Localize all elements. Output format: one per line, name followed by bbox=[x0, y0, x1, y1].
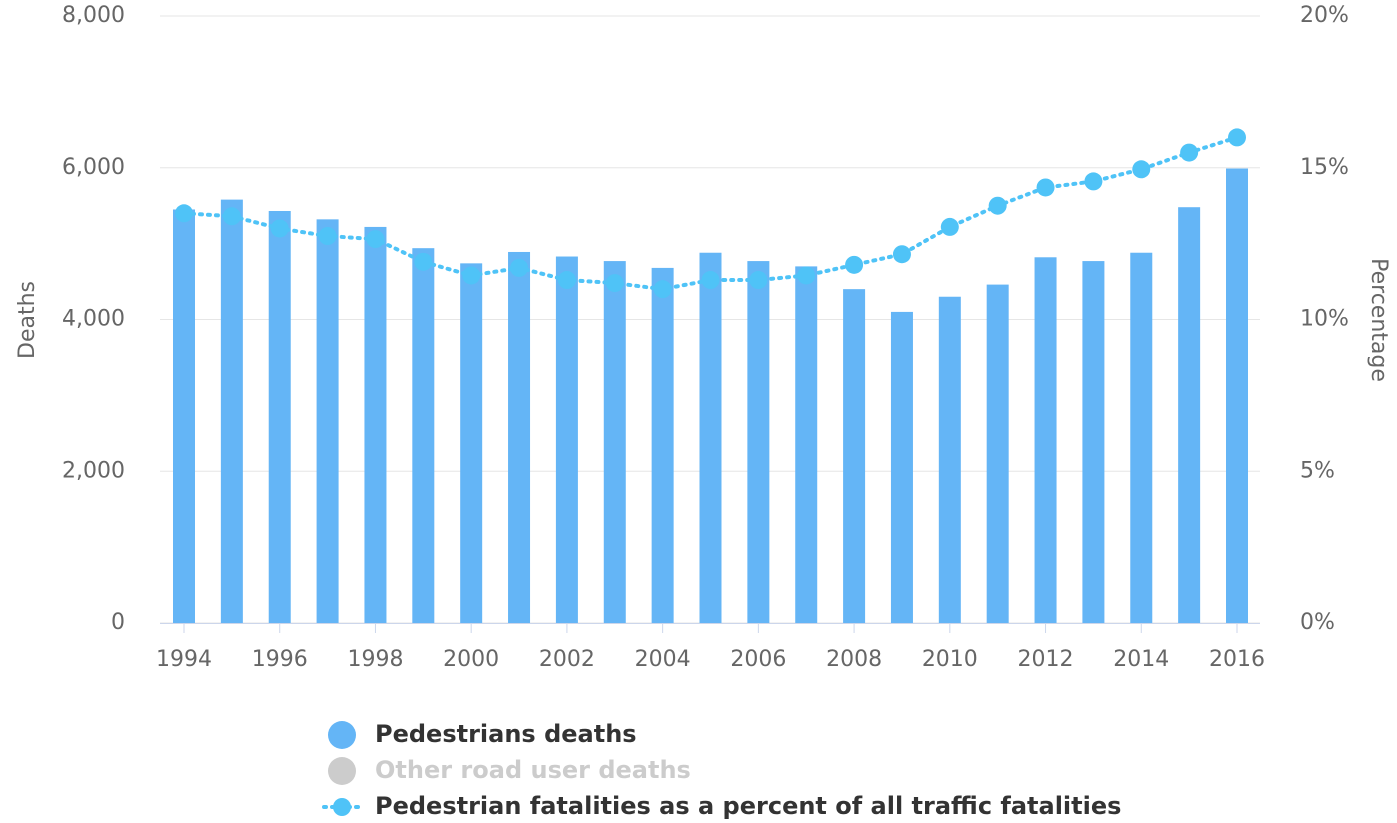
legend-label[interactable]: Pedestrians deaths bbox=[375, 720, 637, 748]
x-tick-label: 2008 bbox=[826, 647, 882, 672]
legend-label[interactable]: Other road user deaths bbox=[375, 756, 691, 784]
bar bbox=[508, 251, 531, 623]
bar bbox=[747, 261, 770, 623]
x-tick-label: 2012 bbox=[1018, 647, 1074, 672]
bar bbox=[412, 248, 435, 624]
x-tick-label: 1996 bbox=[252, 647, 308, 672]
y2-tick-label: 10% bbox=[1300, 307, 1349, 332]
bar bbox=[268, 210, 291, 623]
x-tick-label: 2010 bbox=[922, 647, 978, 672]
bar bbox=[173, 209, 195, 623]
point bbox=[1132, 160, 1151, 179]
bar bbox=[938, 296, 961, 623]
legend-label[interactable]: Pedestrian fatalities as a percent of al… bbox=[375, 792, 1121, 820]
point bbox=[1180, 143, 1199, 162]
legend-marker bbox=[328, 757, 356, 785]
bar bbox=[1034, 257, 1057, 623]
bar bbox=[1130, 252, 1153, 624]
y-axis-title: Deaths bbox=[15, 281, 40, 359]
bar bbox=[843, 289, 866, 623]
point bbox=[557, 271, 576, 290]
bar bbox=[364, 226, 387, 623]
point bbox=[318, 227, 337, 246]
bar bbox=[890, 311, 913, 623]
bar bbox=[986, 284, 1009, 623]
x-tick-label: 2000 bbox=[443, 647, 499, 672]
bar bbox=[555, 256, 578, 623]
bar bbox=[316, 219, 339, 623]
bar bbox=[699, 252, 722, 624]
x-tick-label: 2006 bbox=[730, 647, 786, 672]
y-tick-label: 0 bbox=[111, 610, 125, 635]
point bbox=[892, 245, 911, 264]
bar bbox=[1178, 207, 1201, 623]
bar bbox=[220, 199, 243, 623]
y2-tick-label: 5% bbox=[1300, 458, 1335, 483]
point bbox=[1084, 172, 1103, 191]
y2-tick-label: 20% bbox=[1300, 3, 1349, 28]
point bbox=[1036, 178, 1055, 197]
x-tick-label: 2004 bbox=[635, 647, 691, 672]
point bbox=[653, 280, 672, 299]
bar bbox=[795, 266, 818, 623]
point bbox=[940, 217, 959, 236]
bar bbox=[651, 267, 674, 623]
legend-marker bbox=[328, 721, 356, 749]
y-tick-label: 4,000 bbox=[62, 307, 125, 332]
point bbox=[510, 258, 529, 277]
point bbox=[222, 207, 241, 226]
x-tick-label: 2014 bbox=[1113, 647, 1169, 672]
point bbox=[988, 196, 1007, 215]
y2-axis-title: Percentage bbox=[1366, 258, 1391, 382]
y2-tick-label: 0% bbox=[1300, 610, 1335, 635]
y2-tick-label: 15% bbox=[1300, 155, 1349, 180]
bar bbox=[1226, 168, 1248, 624]
point bbox=[414, 252, 433, 271]
y-tick-label: 6,000 bbox=[62, 155, 125, 180]
point bbox=[701, 271, 720, 290]
point bbox=[797, 266, 816, 285]
x-tick-label: 2002 bbox=[539, 647, 595, 672]
point bbox=[366, 230, 385, 249]
legend-marker bbox=[333, 798, 351, 816]
bar bbox=[460, 263, 483, 623]
point bbox=[845, 255, 864, 274]
point bbox=[270, 219, 289, 238]
point bbox=[462, 266, 481, 285]
point bbox=[1228, 128, 1246, 147]
bar bbox=[603, 261, 626, 623]
y-tick-label: 2,000 bbox=[62, 458, 125, 483]
bar bbox=[1082, 261, 1105, 623]
x-tick-label: 1994 bbox=[156, 647, 212, 672]
y-tick-label: 8,000 bbox=[62, 3, 125, 28]
x-tick-label: 1998 bbox=[347, 647, 403, 672]
point bbox=[175, 204, 193, 223]
point bbox=[605, 274, 624, 293]
point bbox=[749, 271, 768, 290]
x-tick-label: 2016 bbox=[1209, 647, 1265, 672]
